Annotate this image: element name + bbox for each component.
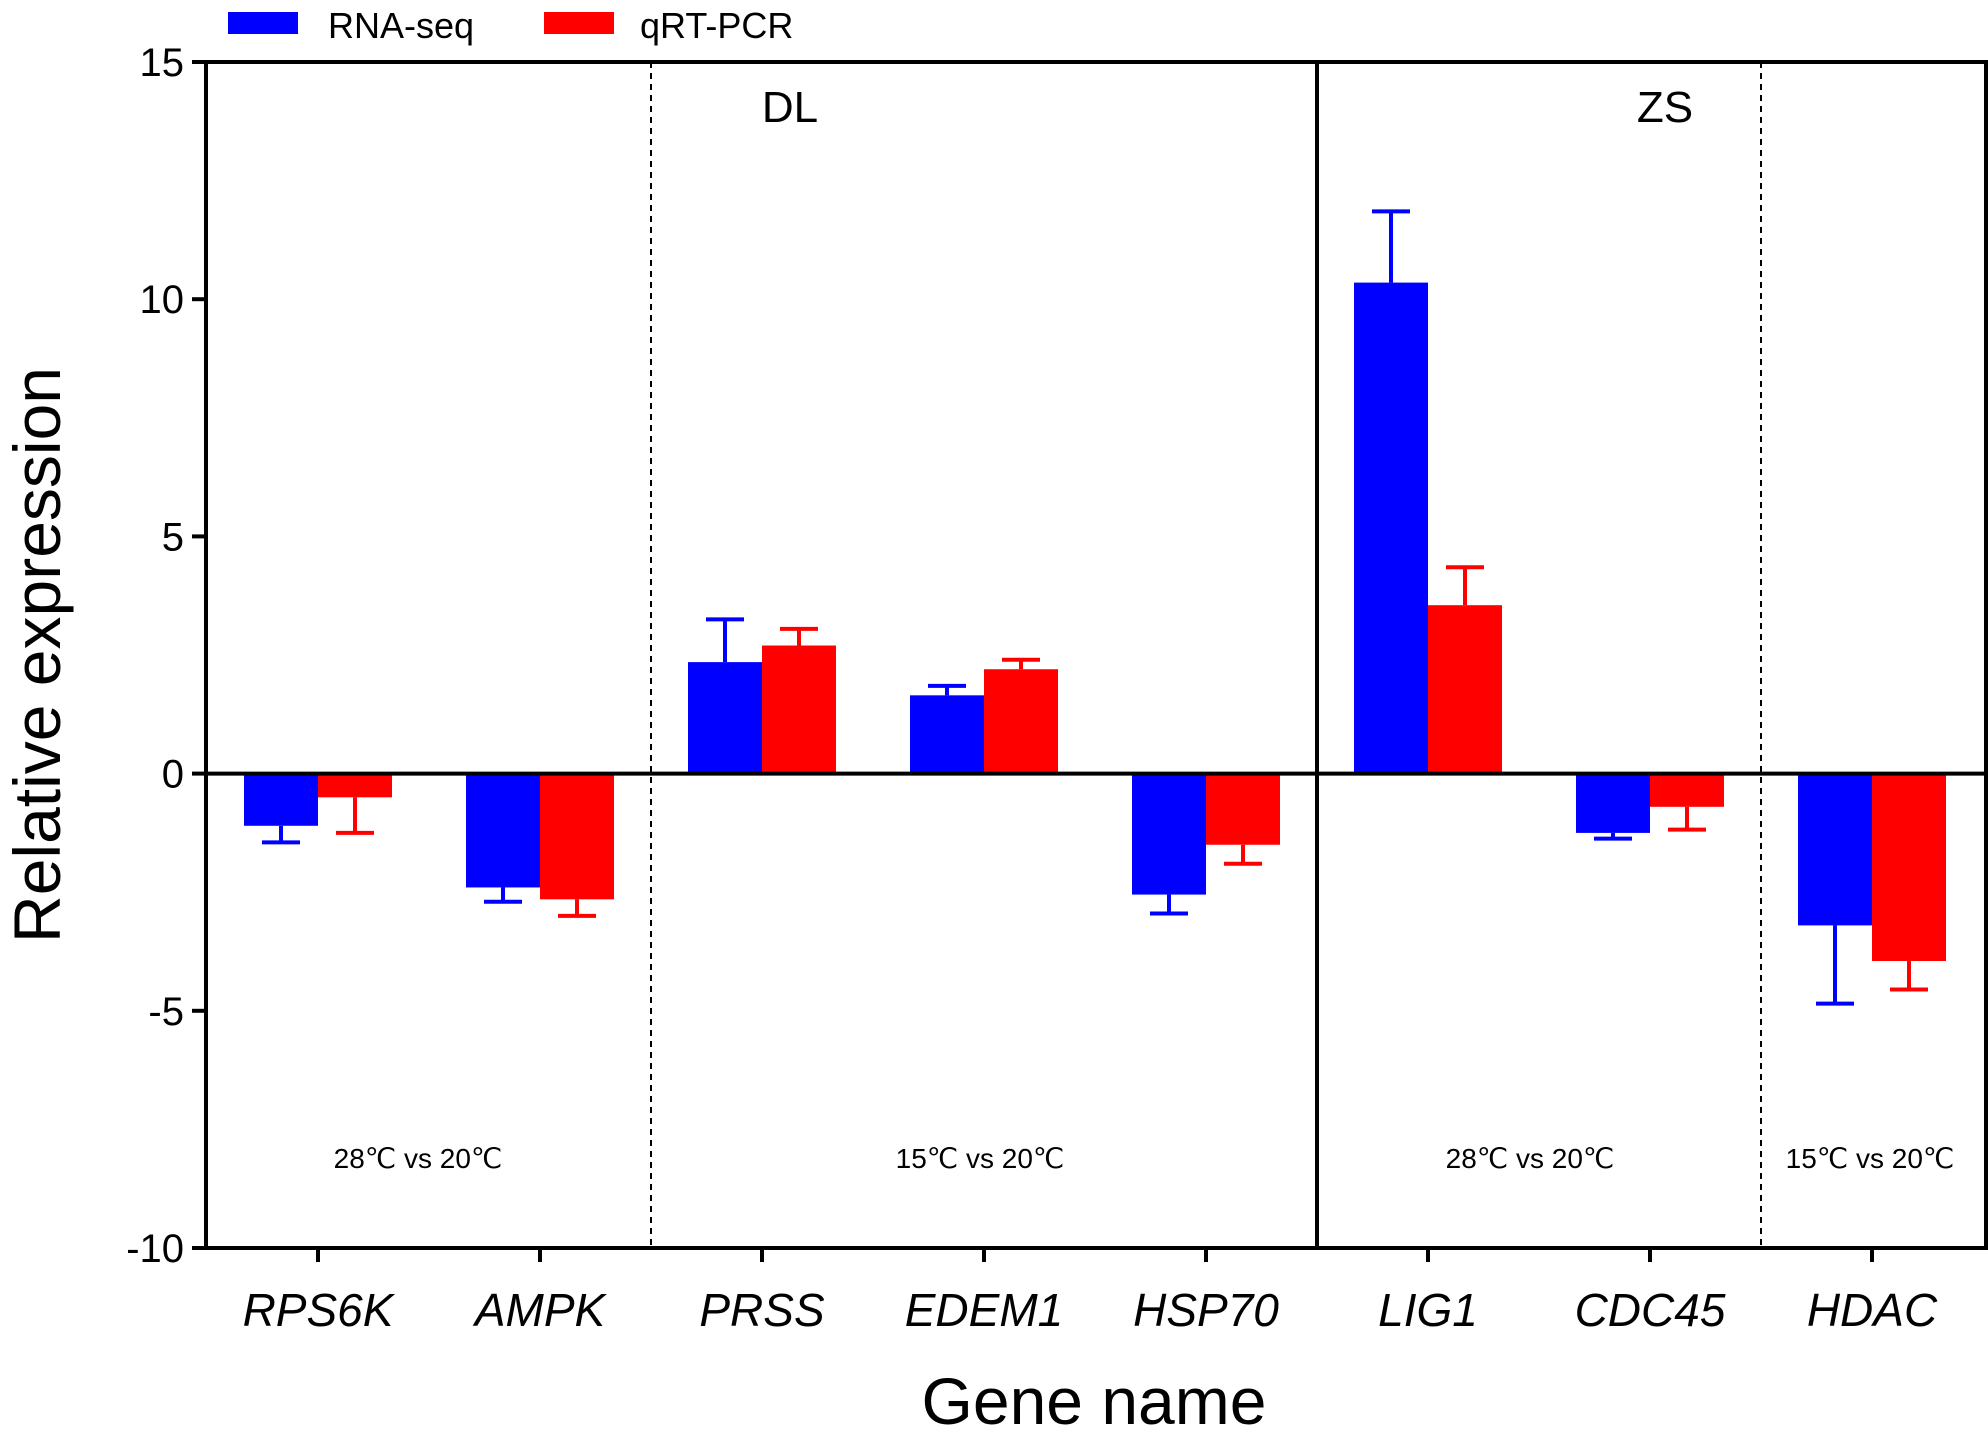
- gene-label-ampk: AMPK: [472, 1284, 608, 1336]
- group-label-zs: ZS: [1637, 83, 1693, 132]
- legend-label-qrt-pcr: qRT-PCR: [640, 5, 793, 46]
- condition-label-zs-15: 15℃ vs 20℃: [1786, 1143, 1955, 1174]
- bar-qrt-pcr-edem1: [984, 669, 1058, 774]
- y-tick-label: -5: [148, 990, 184, 1034]
- x-axis-title: Gene name: [922, 1364, 1267, 1436]
- error-bar-qrt-pcr-edem1: [1002, 657, 1040, 670]
- error-bar-qrt-pcr-hsp70: [1224, 844, 1262, 866]
- y-tick-label: 15: [140, 41, 185, 85]
- y-tick-label: -10: [126, 1227, 184, 1271]
- bar-rna-seq-edem1: [910, 695, 984, 774]
- error-bar-rna-seq-edem1: [928, 683, 966, 696]
- legend: RNA-seq qRT-PCR: [228, 5, 793, 46]
- error-bar-qrt-pcr-lig1: [1446, 565, 1484, 606]
- bar-rna-seq-hsp70: [1132, 773, 1206, 895]
- error-bar-qrt-pcr-prss: [780, 626, 818, 646]
- condition-label-zs-28: 28℃ vs 20℃: [1446, 1143, 1615, 1174]
- gene-label-prss: PRSS: [699, 1284, 825, 1336]
- y-tick-label: 10: [140, 278, 185, 322]
- condition-label-dl-28: 28℃ vs 20℃: [334, 1143, 503, 1174]
- bar-qrt-pcr-prss: [762, 645, 836, 774]
- error-bar-rna-seq-prss: [706, 617, 744, 663]
- error-bar-rna-seq-cdc45: [1594, 832, 1632, 841]
- y-axis-title: Relative expression: [0, 367, 74, 943]
- bar-qrt-pcr-cdc45: [1650, 773, 1724, 807]
- bar-rna-seq-hdac: [1798, 773, 1872, 926]
- legend-swatch-qrt-pcr: [544, 12, 614, 34]
- y-axis-ticks: 15 10 5 0 -5 -10: [126, 41, 206, 1271]
- bar-qrt-pcr-lig1: [1428, 605, 1502, 774]
- bars: [244, 282, 1946, 961]
- error-bar-qrt-pcr-hdac: [1890, 960, 1928, 992]
- error-bars: [262, 209, 1928, 1006]
- legend-swatch-rna-seq: [228, 12, 298, 34]
- gene-label-hdac: HDAC: [1807, 1284, 1938, 1336]
- gene-label-hsp70: HSP70: [1133, 1284, 1279, 1336]
- bar-qrt-pcr-rps6k: [318, 773, 392, 798]
- error-bar-qrt-pcr-ampk: [558, 899, 596, 918]
- legend-label-rna-seq: RNA-seq: [328, 5, 474, 46]
- error-bar-rna-seq-hdac: [1816, 925, 1854, 1006]
- bar-rna-seq-cdc45: [1576, 773, 1650, 833]
- error-bar-qrt-pcr-cdc45: [1668, 806, 1706, 832]
- error-bar-rna-seq-hsp70: [1150, 894, 1188, 916]
- bar-qrt-pcr-hsp70: [1206, 773, 1280, 845]
- error-bar-rna-seq-lig1: [1372, 209, 1410, 283]
- group-label-dl: DL: [762, 83, 818, 132]
- bar-qrt-pcr-ampk: [540, 773, 614, 900]
- error-bar-rna-seq-rps6k: [262, 825, 300, 845]
- condition-label-dl-15: 15℃ vs 20℃: [896, 1143, 1065, 1174]
- plot-frame: [204, 60, 1988, 1250]
- y-tick-label: 5: [162, 515, 184, 559]
- x-axis-gene-labels: RPS6K AMPK PRSS EDEM1 HSP70 LIG1 CDC45 HDAC: [243, 1248, 1938, 1336]
- error-bar-qrt-pcr-rps6k: [336, 797, 374, 835]
- error-bar-rna-seq-ampk: [484, 887, 522, 904]
- bar-rna-seq-rps6k: [244, 773, 318, 826]
- bar-rna-seq-ampk: [466, 773, 540, 888]
- bar-qrt-pcr-hdac: [1872, 773, 1946, 961]
- gene-label-cdc45: CDC45: [1575, 1284, 1726, 1336]
- bar-rna-seq-lig1: [1354, 282, 1428, 774]
- y-tick-label: 0: [162, 753, 184, 797]
- gene-label-edem1: EDEM1: [905, 1284, 1063, 1336]
- gene-label-rps6k: RPS6K: [243, 1284, 396, 1336]
- gene-label-lig1: LIG1: [1378, 1284, 1478, 1336]
- bar-rna-seq-prss: [688, 662, 762, 774]
